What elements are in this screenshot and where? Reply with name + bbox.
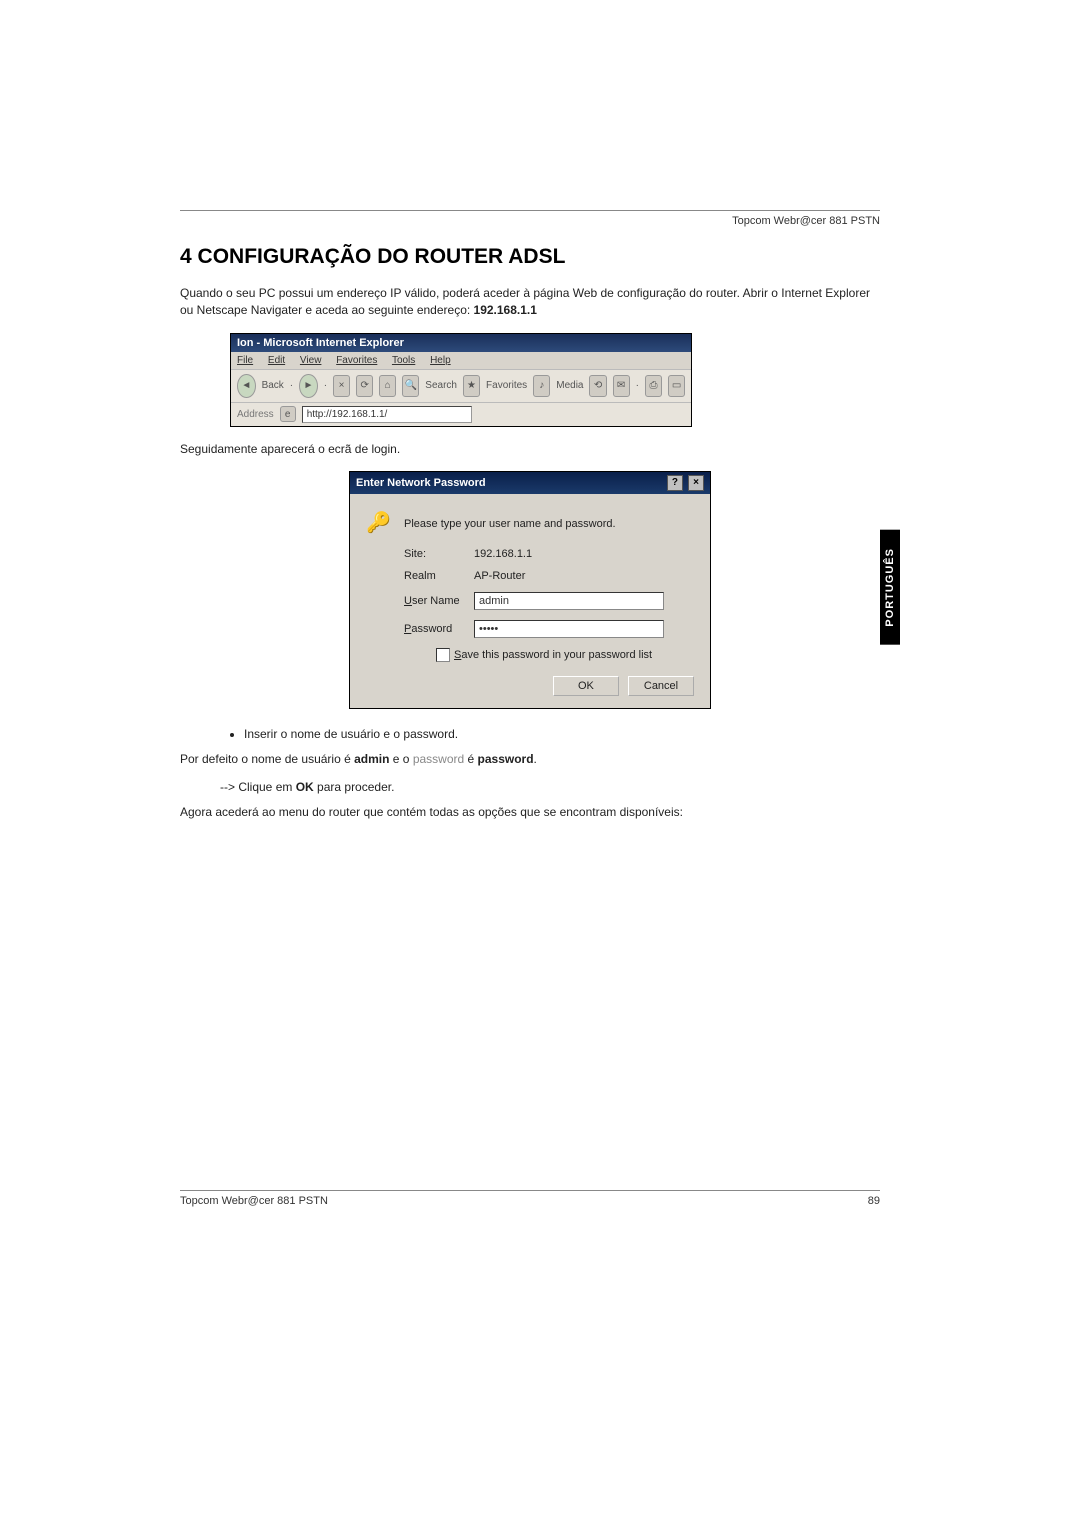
media-icon[interactable]: ♪ xyxy=(533,375,550,397)
site-label: Site: xyxy=(404,548,474,560)
after-login-text: Agora acederá ao menu do router que cont… xyxy=(180,804,880,821)
realm-label: Realm xyxy=(404,570,474,582)
cancel-button[interactable]: Cancel xyxy=(628,676,694,696)
stop-icon[interactable]: × xyxy=(333,375,350,397)
print-icon[interactable]: ⎙ xyxy=(645,375,662,397)
search-icon[interactable]: 🔍 xyxy=(402,375,419,397)
menu-help[interactable]: Help xyxy=(430,355,451,366)
arrow-instruction: --> Clique em OK para proceder. xyxy=(220,780,880,794)
key-icon: 🔑 xyxy=(366,510,394,538)
menu-favorites[interactable]: Favorites xyxy=(336,355,377,366)
back-icon[interactable]: ◄ xyxy=(237,374,256,398)
username-input[interactable]: admin xyxy=(474,592,664,610)
menu-file[interactable]: File xyxy=(237,355,253,366)
mail-icon[interactable]: ✉ xyxy=(613,375,630,397)
username-label: User Name xyxy=(404,595,474,607)
ok-button[interactable]: OK xyxy=(553,676,619,696)
media-label: Media xyxy=(556,380,583,391)
login-titlebar: Enter Network Password ? × xyxy=(350,472,710,494)
ie-menubar: File Edit View Favorites Tools Help xyxy=(231,352,691,369)
site-value: 192.168.1.1 xyxy=(474,548,694,560)
close-icon[interactable]: × xyxy=(688,475,704,491)
ie-addressbar: Address e http://192.168.1.1/ xyxy=(231,403,691,426)
section-number: 4 xyxy=(180,245,192,268)
favorites-label: Favorites xyxy=(486,380,527,391)
forward-icon[interactable]: ► xyxy=(299,374,318,398)
instruction-list: Inserir o nome de usuário e o password. xyxy=(204,727,880,741)
login-prompt: Please type your user name and password. xyxy=(404,518,616,530)
save-password-checkbox[interactable] xyxy=(436,648,450,662)
realm-value: AP-Router xyxy=(474,570,694,582)
back-label: Back xyxy=(262,380,284,391)
address-label: Address xyxy=(237,409,274,420)
header-product: Topcom Webr@cer 881 PSTN xyxy=(180,215,880,227)
refresh-icon[interactable]: ⟳ xyxy=(356,375,373,397)
save-password-label: Save this password in your password list xyxy=(454,649,652,661)
page-icon: e xyxy=(280,406,296,422)
section-title: 4 CONFIGURAÇÃO DO ROUTER ADSL xyxy=(180,245,880,269)
bullet-1: Inserir o nome de usuário e o password. xyxy=(244,727,880,741)
password-input[interactable]: ••••• xyxy=(474,620,664,638)
footer-page: 89 xyxy=(868,1195,880,1207)
ie-toolbar: ◄ Back · ► · × ⟳ ⌂ 🔍 Search ★ Favorites … xyxy=(231,369,691,403)
login-dialog: Enter Network Password ? × 🔑 Please type… xyxy=(349,471,711,709)
home-icon[interactable]: ⌂ xyxy=(379,375,396,397)
menu-tools[interactable]: Tools xyxy=(392,355,415,366)
defaults-text: Por defeito o nome de usuário é admin e … xyxy=(180,751,880,768)
history-icon[interactable]: ⟲ xyxy=(589,375,606,397)
section-heading: CONFIGURAÇÃO DO ROUTER ADSL xyxy=(198,245,566,268)
ie-titlebar: Ion - Microsoft Internet Explorer xyxy=(231,334,691,352)
menu-edit[interactable]: Edit xyxy=(268,355,285,366)
address-input[interactable]: http://192.168.1.1/ xyxy=(302,406,472,423)
menu-view[interactable]: View xyxy=(300,355,322,366)
search-label: Search xyxy=(425,380,457,391)
favorites-icon[interactable]: ★ xyxy=(463,375,480,397)
ie-browser-window: Ion - Microsoft Internet Explorer File E… xyxy=(230,333,692,427)
help-icon[interactable]: ? xyxy=(667,475,683,491)
language-tab: PORTUGUÊS xyxy=(880,530,900,645)
edit-icon[interactable]: ▭ xyxy=(668,375,685,397)
after-ie-text: Seguidamente aparecerá o ecrã de login. xyxy=(180,441,880,458)
password-label: Password xyxy=(404,623,474,635)
intro-paragraph: Quando o seu PC possui um endereço IP vá… xyxy=(180,285,880,319)
footer-product: Topcom Webr@cer 881 PSTN xyxy=(180,1195,328,1207)
